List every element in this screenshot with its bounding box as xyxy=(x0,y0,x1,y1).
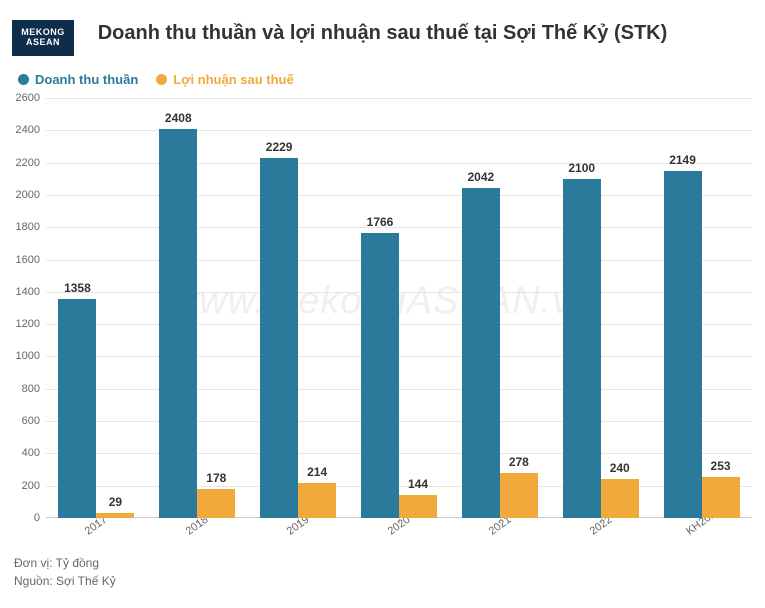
y-tick-label: 1600 xyxy=(16,254,40,266)
gridline xyxy=(46,486,752,487)
bar-value-label: 2229 xyxy=(266,140,293,154)
legend-label-1: Doanh thu thuần xyxy=(35,72,138,87)
gridline xyxy=(46,421,752,422)
legend-swatch-1 xyxy=(18,74,29,85)
gridline xyxy=(46,130,752,131)
footer-source: Nguồn: Sợi Thế Kỷ xyxy=(14,572,116,590)
y-tick-label: 200 xyxy=(22,480,40,492)
gridline xyxy=(46,356,752,357)
gridline xyxy=(46,260,752,261)
gridline xyxy=(46,227,752,228)
bar-value-label: 2408 xyxy=(165,111,192,125)
y-tick-label: 2000 xyxy=(16,189,40,201)
bar-value-label: 278 xyxy=(509,455,529,469)
legend-swatch-2 xyxy=(156,74,167,85)
gridline xyxy=(46,195,752,196)
bar-revenue: 1358 xyxy=(58,299,96,518)
chart-title: Doanh thu thuần và lợi nhuận sau thuế tạ… xyxy=(0,22,765,45)
bar-revenue: 2229 xyxy=(260,158,298,518)
y-tick-label: 600 xyxy=(22,415,40,427)
y-tick-label: 1800 xyxy=(16,221,40,233)
legend-item-series2: Lợi nhuận sau thuế xyxy=(156,72,293,87)
gridline xyxy=(46,389,752,390)
legend-label-2: Lợi nhuận sau thuế xyxy=(173,72,293,87)
y-tick-label: 2600 xyxy=(16,92,40,104)
bar-value-label: 214 xyxy=(307,465,327,479)
bar-value-label: 240 xyxy=(610,461,630,475)
bar-value-label: 1766 xyxy=(367,215,394,229)
bar-profit: 278 xyxy=(500,473,538,518)
bar-value-label: 2100 xyxy=(568,161,595,175)
bar-value-label: 253 xyxy=(711,459,731,473)
y-tick-label: 2200 xyxy=(16,157,40,169)
chart-legend: Doanh thu thuần Lợi nhuận sau thuế xyxy=(18,72,294,87)
bar-revenue: 1766 xyxy=(361,233,399,518)
bar-profit: 29 xyxy=(96,513,134,518)
bar-value-label: 144 xyxy=(408,477,428,491)
y-tick-label: 0 xyxy=(34,512,40,524)
gridline xyxy=(46,453,752,454)
gridline xyxy=(46,98,752,99)
footer-unit: Đơn vị: Tỷ đồng xyxy=(14,554,116,572)
chart-area: 0200400600800100012001400160018002000220… xyxy=(46,98,752,518)
bar-value-label: 2149 xyxy=(669,153,696,167)
bar-value-label: 1358 xyxy=(64,281,91,295)
bar-profit: 214 xyxy=(298,483,336,518)
bar-profit: 240 xyxy=(601,479,639,518)
gridline xyxy=(46,292,752,293)
bar-revenue: 2408 xyxy=(159,129,197,518)
chart-footer: Đơn vị: Tỷ đồng Nguồn: Sợi Thế Kỷ xyxy=(14,554,116,590)
bar-revenue: 2149 xyxy=(664,171,702,518)
y-tick-label: 2400 xyxy=(16,124,40,136)
y-tick-label: 1000 xyxy=(16,350,40,362)
bar-revenue: 2100 xyxy=(563,179,601,518)
chart-plot: 0200400600800100012001400160018002000220… xyxy=(46,98,752,518)
bar-revenue: 2042 xyxy=(462,188,500,518)
bar-profit: 144 xyxy=(399,495,437,518)
y-tick-label: 1200 xyxy=(16,318,40,330)
bar-value-label: 178 xyxy=(206,471,226,485)
bar-value-label: 29 xyxy=(109,495,122,509)
legend-item-series1: Doanh thu thuần xyxy=(18,72,138,87)
y-tick-label: 800 xyxy=(22,383,40,395)
gridline xyxy=(46,324,752,325)
bar-profit: 253 xyxy=(702,477,740,518)
y-tick-label: 1400 xyxy=(16,286,40,298)
bar-value-label: 2042 xyxy=(467,170,494,184)
gridline xyxy=(46,163,752,164)
bar-profit: 178 xyxy=(197,489,235,518)
y-tick-label: 400 xyxy=(22,447,40,459)
